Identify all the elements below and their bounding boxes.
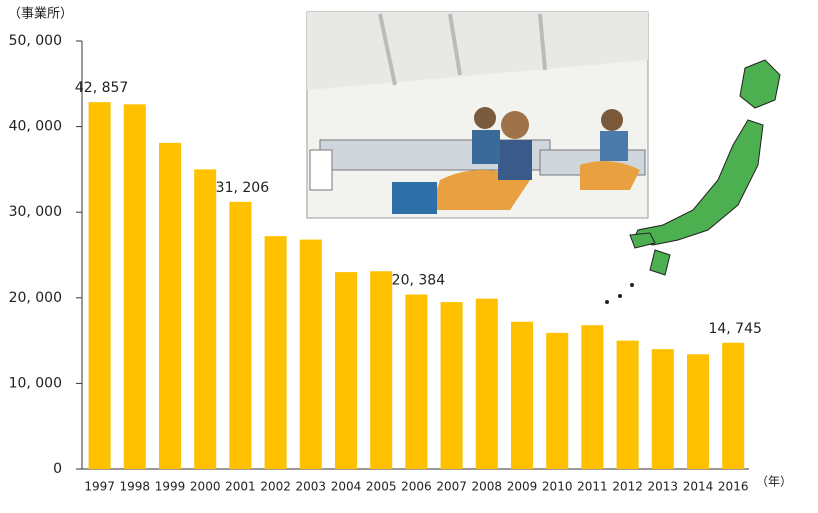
x-tick-label: 2006 (401, 480, 432, 494)
x-tick-label: 1997 (84, 480, 115, 494)
x-tick-label: 2007 (436, 480, 467, 494)
bar (546, 332, 569, 469)
y-tick-label: 40, 000 (9, 119, 62, 135)
bar (159, 142, 181, 469)
value-label: 42, 857 (75, 80, 128, 96)
bar (264, 236, 287, 469)
x-tick-label: 2014 (683, 480, 714, 494)
bar (335, 272, 357, 469)
bar (194, 169, 217, 469)
bar (616, 340, 639, 469)
x-tick-label: 2004 (331, 480, 362, 494)
x-tick-label: 1998 (120, 480, 151, 494)
y-tick-label: 0 (53, 461, 62, 477)
factory-illustration (306, 11, 649, 219)
bar (88, 102, 111, 470)
y-axis-label: （事業所） (8, 6, 73, 22)
bar (651, 349, 674, 469)
value-label: 14, 745 (708, 321, 761, 337)
x-tick-label: 2005 (366, 480, 397, 494)
bar (299, 239, 322, 469)
x-tick-label: 2010 (542, 480, 573, 494)
bar (229, 201, 252, 469)
x-tick-label: 2001 (225, 480, 256, 494)
x-tick-label: 2003 (296, 480, 327, 494)
japan-map (605, 59, 781, 304)
x-tick-label: 2013 (648, 480, 679, 494)
y-tick-label: 10, 000 (9, 375, 62, 391)
value-label: 31, 206 (216, 180, 270, 196)
x-tick-label: 2008 (472, 480, 503, 494)
bar (687, 354, 709, 469)
bar (475, 298, 498, 469)
bar (405, 294, 428, 469)
bar (123, 104, 146, 470)
x-tick-label: 2009 (507, 480, 538, 494)
x-tick-label: 2000 (190, 480, 221, 494)
x-tick-label: 2016 (718, 480, 749, 494)
y-tick-label: 30, 000 (9, 204, 62, 220)
bar (370, 271, 393, 469)
y-tick-label: 50, 000 (9, 33, 62, 49)
bar (440, 302, 463, 469)
value-label: 20, 384 (392, 273, 446, 289)
y-tick-label: 20, 000 (9, 290, 62, 306)
x-tick-label: 1999 (155, 480, 186, 494)
x-tick-label: 2011 (577, 480, 608, 494)
x-tick-label: 2002 (260, 480, 291, 494)
bar (581, 325, 604, 469)
bar (511, 321, 533, 469)
x-axis-label: （年） (756, 475, 792, 489)
bar (722, 342, 745, 469)
x-tick-label: 2012 (612, 480, 643, 494)
